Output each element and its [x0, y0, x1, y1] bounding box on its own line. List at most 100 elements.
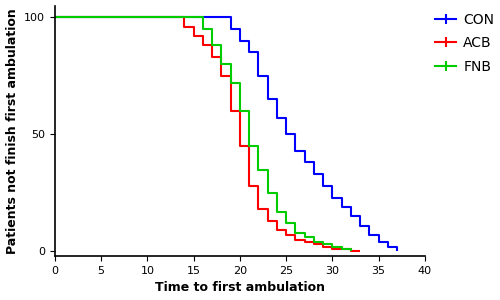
FNB [311, 240, 317, 244]
Line: FNB: FNB [55, 17, 351, 251]
CON [366, 224, 372, 227]
FNB [264, 191, 270, 195]
ACB [190, 34, 196, 38]
CON [338, 205, 344, 209]
CON [246, 51, 252, 54]
FNB [209, 44, 215, 47]
CON [376, 240, 382, 244]
Line: CON: CON [55, 17, 397, 251]
FNB [320, 243, 326, 246]
ACB [246, 184, 252, 188]
ACB [218, 74, 224, 78]
ACB [246, 144, 252, 148]
ACB [172, 16, 178, 19]
FNB [218, 62, 224, 66]
CON [311, 172, 317, 176]
CON [302, 161, 308, 164]
ACB [283, 233, 289, 237]
CON [385, 240, 391, 244]
X-axis label: Time to first ambulation: Time to first ambulation [155, 281, 325, 294]
ACB [237, 109, 243, 113]
ACB [182, 25, 188, 28]
ACB [52, 16, 58, 19]
ACB [330, 245, 336, 249]
CON [330, 184, 336, 188]
FNB [200, 27, 206, 31]
CON [357, 214, 363, 218]
FNB [330, 245, 336, 249]
ACB [190, 25, 196, 28]
CON [264, 74, 270, 78]
CON [283, 116, 289, 120]
FNB [237, 81, 243, 85]
ACB [200, 44, 206, 47]
ACB [320, 245, 326, 249]
ACB [209, 55, 215, 59]
CON [246, 39, 252, 43]
ACB [256, 208, 262, 211]
Line: ACB: ACB [55, 17, 360, 251]
CON [52, 16, 58, 19]
FNB [302, 231, 308, 235]
FNB [348, 247, 354, 251]
ACB [302, 238, 308, 242]
FNB [274, 191, 280, 195]
ACB [357, 250, 363, 253]
ACB [182, 16, 188, 19]
FNB [283, 222, 289, 225]
CON [292, 149, 298, 153]
CON [348, 205, 354, 209]
FNB [311, 236, 317, 239]
ACB [302, 240, 308, 244]
FNB [264, 168, 270, 171]
ACB [348, 247, 354, 251]
CON [218, 16, 224, 19]
ACB [200, 34, 206, 38]
FNB [330, 243, 336, 246]
ACB [237, 144, 243, 148]
CON [256, 74, 262, 78]
FNB [302, 236, 308, 239]
FNB [292, 222, 298, 225]
CON [256, 51, 262, 54]
CON [228, 27, 234, 31]
FNB [228, 81, 234, 85]
FNB [228, 62, 234, 66]
ACB [228, 74, 234, 78]
ACB [311, 243, 317, 246]
FNB [292, 231, 298, 235]
ACB [283, 229, 289, 232]
ACB [218, 55, 224, 59]
FNB [190, 16, 196, 19]
CON [237, 39, 243, 43]
CON [283, 133, 289, 136]
Y-axis label: Patients not finish first ambulation: Patients not finish first ambulation [6, 8, 18, 254]
CON [366, 233, 372, 237]
ACB [209, 44, 215, 47]
CON [357, 224, 363, 227]
ACB [228, 109, 234, 113]
CON [264, 98, 270, 101]
CON [385, 245, 391, 249]
ACB [338, 247, 344, 251]
ACB [274, 219, 280, 223]
CON [394, 245, 400, 249]
FNB [200, 16, 206, 19]
FNB [283, 210, 289, 214]
FNB [338, 247, 344, 251]
CON [274, 116, 280, 120]
FNB [256, 168, 262, 171]
ACB [292, 233, 298, 237]
ACB [256, 184, 262, 188]
FNB [218, 44, 224, 47]
ACB [348, 250, 354, 253]
ACB [320, 243, 326, 246]
FNB [338, 245, 344, 249]
CON [348, 214, 354, 218]
ACB [330, 247, 336, 251]
Legend: CON, ACB, FNB: CON, ACB, FNB [436, 13, 494, 74]
FNB [237, 109, 243, 113]
ACB [338, 247, 344, 251]
FNB [209, 27, 215, 31]
CON [394, 250, 400, 253]
